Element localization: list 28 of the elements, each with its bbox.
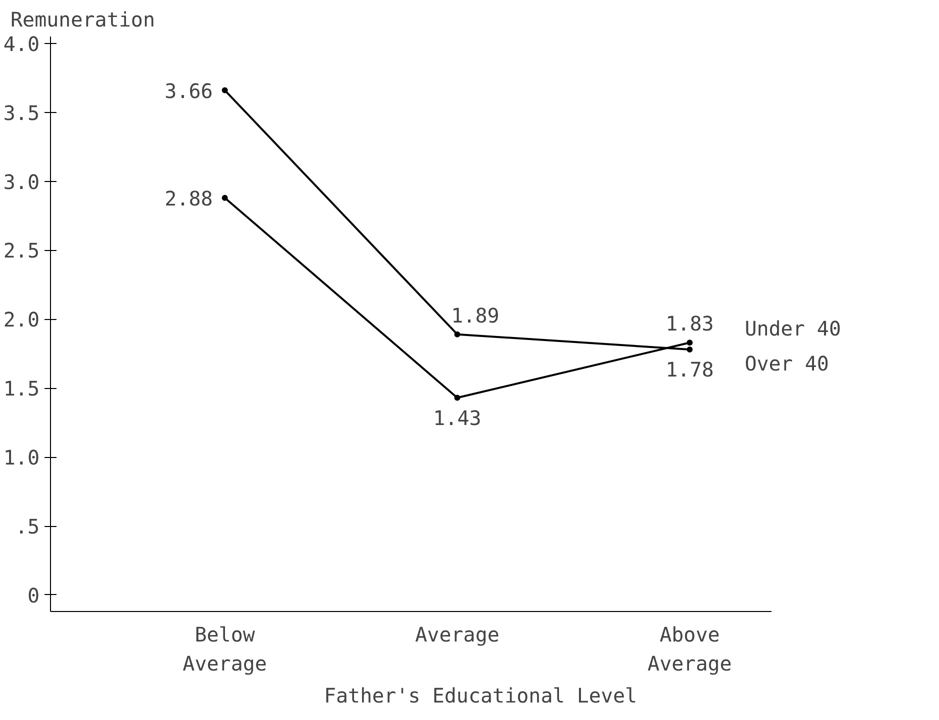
y-tick-label: 0 <box>27 583 40 608</box>
point <box>686 340 693 346</box>
point <box>454 331 460 338</box>
x-tick-label: Above Average <box>648 622 732 676</box>
text: Under 40 <box>744 316 842 341</box>
y-tick-label: 1.5 <box>3 376 40 401</box>
point <box>222 194 228 201</box>
data-label: 3.66 <box>164 78 213 103</box>
y-tick-label: 2.5 <box>3 238 40 263</box>
x-tick-label: Below Average <box>182 622 267 676</box>
data-label: 1.43 <box>433 406 482 430</box>
data-label: 2.88 <box>164 186 213 210</box>
y-tick-label: 3.5 <box>3 100 40 125</box>
point <box>222 87 228 94</box>
y-tick-label: .5 <box>15 514 40 539</box>
data-label: 1.83 <box>666 312 714 336</box>
point <box>454 394 460 401</box>
text: Over 40 <box>744 352 829 376</box>
data-label: 1.89 <box>451 303 500 328</box>
y-tick-label: 3.0 <box>3 170 40 194</box>
data-label: 1.78 <box>666 358 714 382</box>
point <box>686 346 693 353</box>
x-axis-title: Father's Educational Level <box>324 683 638 708</box>
y-axis-title: Remuneration <box>10 8 155 32</box>
x-tick-label: Average <box>415 622 500 646</box>
y-tick-label: 2.0 <box>3 308 40 332</box>
y-tick-label: 4.0 <box>3 32 40 56</box>
y-tick-label: 1.0 <box>3 446 40 470</box>
